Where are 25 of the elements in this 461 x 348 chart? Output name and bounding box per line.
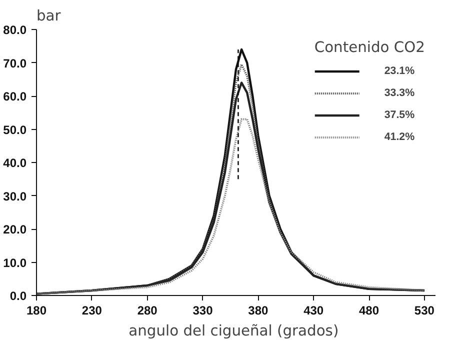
- x-tick-label: 530: [414, 304, 435, 318]
- y-tick-label: 70.0: [3, 56, 27, 70]
- x-tick-label: 230: [82, 304, 102, 318]
- y-axis-title: bar: [36, 8, 62, 24]
- legend-label: 37.5%: [384, 109, 415, 121]
- x-tick-label: 380: [248, 304, 269, 318]
- x-tick-label: 480: [358, 304, 380, 318]
- y-tick-label: 60.0: [3, 90, 27, 104]
- y-tick-label: 0.0: [10, 289, 27, 303]
- x-tick-label: 330: [192, 304, 214, 318]
- x-axis-title: angulo del cigueñal (grados): [128, 322, 339, 340]
- y-tick-label: 10.0: [3, 256, 27, 270]
- line-series: [36, 118, 426, 295]
- legend-title: Contenido CO2: [314, 39, 425, 56]
- legend-label: 41.2%: [384, 131, 415, 143]
- x-tick-label: 280: [137, 304, 158, 318]
- y-tick-label: 40.0: [3, 156, 27, 170]
- x-tick-label: 430: [304, 304, 324, 318]
- x-tick-label: 180: [26, 304, 47, 318]
- y-tick-label: 20.0: [3, 222, 27, 236]
- legend-label: 23.1%: [384, 65, 415, 77]
- y-tick-label: 30.0: [3, 189, 27, 204]
- y-tick-label: 50.0: [3, 122, 27, 137]
- y-tick-label: 80.0: [3, 23, 27, 37]
- legend-label: 33.3%: [384, 87, 415, 99]
